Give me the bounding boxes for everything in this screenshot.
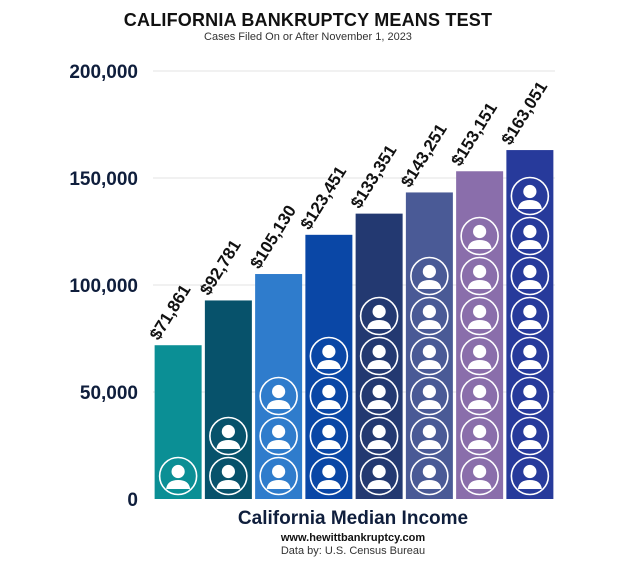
bar-value-label: $123,451 xyxy=(297,163,351,233)
bar-value-label: $92,781 xyxy=(196,236,245,298)
person-icon xyxy=(309,416,349,456)
person-icon xyxy=(410,336,449,376)
person-icon xyxy=(510,176,550,216)
person-icon xyxy=(460,376,499,416)
y-tick-label: 200,000 xyxy=(69,62,138,83)
bar-value-label: $143,251 xyxy=(397,120,451,190)
person-icon xyxy=(460,256,499,296)
y-tick-label: 0 xyxy=(127,490,138,511)
bar-group xyxy=(255,274,303,499)
person-icon xyxy=(359,296,399,336)
bar-value-label: $105,130 xyxy=(246,202,300,272)
bar-group xyxy=(506,150,554,499)
website-text: www.hewittbankruptcy.com xyxy=(280,532,426,544)
bar-group xyxy=(204,300,252,499)
person-icon xyxy=(359,456,399,496)
person-icon xyxy=(460,296,499,336)
person-icon xyxy=(410,376,449,416)
person-icon xyxy=(359,336,399,376)
person-icon xyxy=(510,376,550,416)
person-icon xyxy=(460,456,499,496)
person-icon xyxy=(359,416,399,456)
person-icon xyxy=(259,416,298,456)
person-icon xyxy=(209,416,248,456)
person-icon xyxy=(460,336,499,376)
person-icon xyxy=(410,256,449,296)
person-icon xyxy=(259,376,298,416)
person-icon xyxy=(309,456,349,496)
chart-subtitle: Cases Filed On or After November 1, 2023 xyxy=(204,31,412,43)
bar-group xyxy=(405,192,453,499)
person-icon xyxy=(410,456,449,496)
y-tick-label: 100,000 xyxy=(69,276,138,297)
person-icon xyxy=(209,456,248,496)
person-icon xyxy=(410,416,449,456)
person-icon xyxy=(510,296,550,336)
person-icon xyxy=(309,336,349,376)
person-icon xyxy=(309,376,349,416)
person-icon xyxy=(158,456,198,496)
x-axis-label: California Median Income xyxy=(237,508,469,529)
person-icon xyxy=(460,216,499,256)
y-tick-label: 50,000 xyxy=(80,383,138,404)
bar-group xyxy=(154,345,202,499)
person-icon xyxy=(510,216,550,256)
chart-title: CALIFORNIA BANKRUPTCY MEANS TEST xyxy=(123,10,493,30)
bar-group xyxy=(355,213,403,500)
person-icon xyxy=(510,416,550,456)
bar-value-label: $163,051 xyxy=(498,78,552,148)
source-text: Data by: U.S. Census Bureau xyxy=(280,545,426,557)
bar-value-label: $133,351 xyxy=(347,142,401,212)
person-icon xyxy=(410,296,449,336)
bar-value-label: $153,151 xyxy=(447,99,501,169)
person-icon xyxy=(460,416,499,456)
person-icon xyxy=(510,256,550,296)
person-icon xyxy=(510,456,550,496)
bar-group xyxy=(305,234,353,499)
y-tick-label: 150,000 xyxy=(69,169,138,190)
person-icon xyxy=(359,376,399,416)
person-icon xyxy=(510,336,550,376)
person-icon xyxy=(259,456,298,496)
bar-value-label: $71,861 xyxy=(146,281,195,343)
bar-group xyxy=(456,171,504,499)
